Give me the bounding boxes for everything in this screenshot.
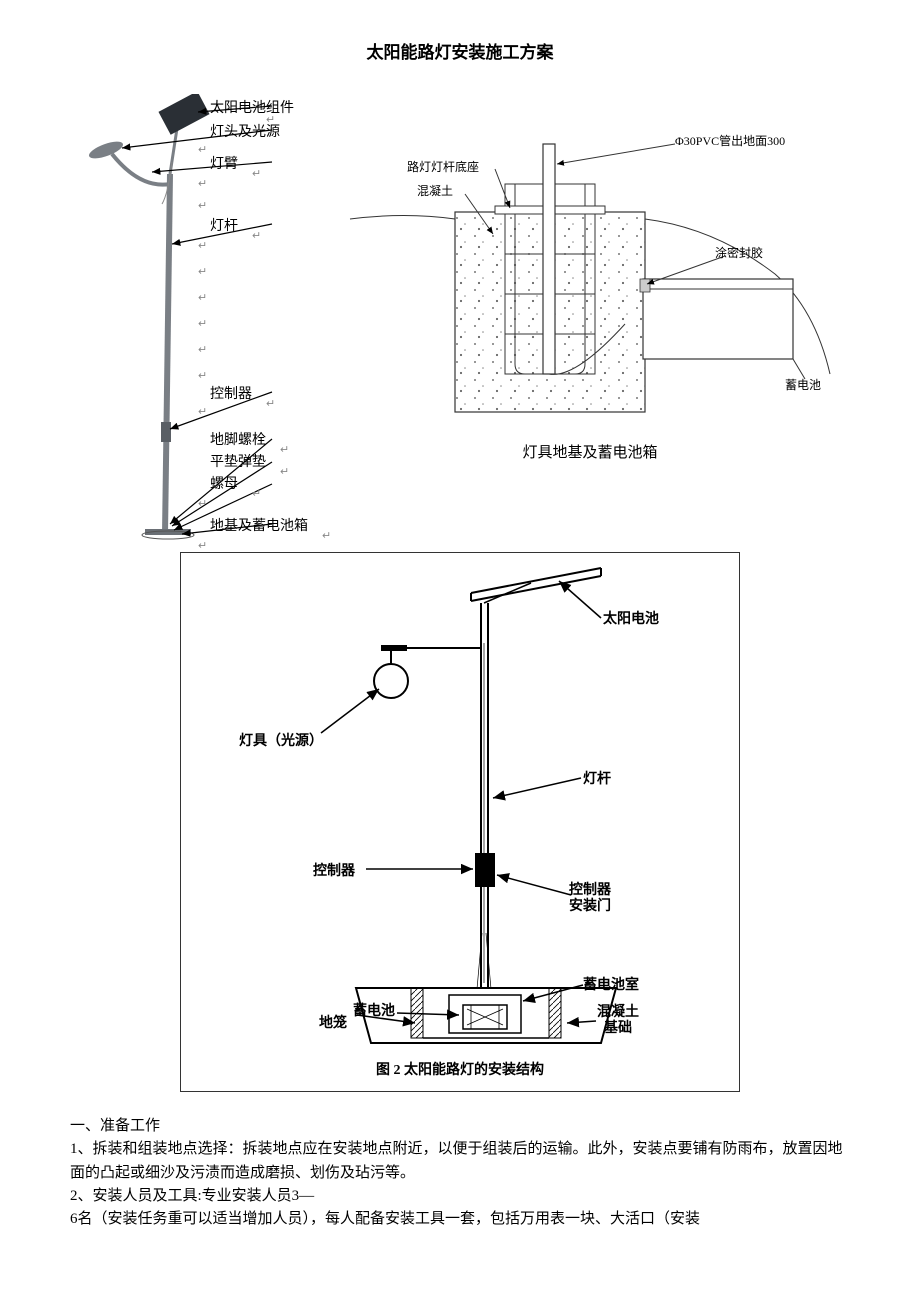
label-battery: 蓄电池 xyxy=(785,376,821,394)
label3-ground-cage: 地笼 xyxy=(319,1013,347,1034)
page-title: 太阳能路灯安装施工方案 xyxy=(70,40,850,66)
label-sealant: 涂密封胶 xyxy=(715,244,763,262)
section-heading-1: 一、准备工作 xyxy=(70,1115,850,1138)
label-concrete: 混凝土 xyxy=(417,182,453,200)
label3-controller: 控制器 xyxy=(313,861,355,882)
label-pole-base: 路灯灯杆底座 xyxy=(407,158,479,176)
label-washer: 平垫弹垫 xyxy=(210,452,266,473)
figure-foundation: Φ30PVC管出地面300 路灯灯杆底座 混凝土 涂密封胶 蓄电池 灯具地基及蓄… xyxy=(345,124,835,464)
label3-controller-door: 控制器安装门 xyxy=(569,883,611,917)
label-solar-panel: 太阳电池组件 xyxy=(210,98,294,119)
label-pvc-pipe: Φ30PVC管出地面300 xyxy=(675,132,785,150)
paragraph-1: 1、拆装和组装地点选择：拆装地点应在安装地点附近，以便于组装后的运输。此外，安装… xyxy=(70,1138,850,1185)
paragraph-2: 2、安装人员及工具:专业安装人员3— xyxy=(70,1185,850,1208)
figure-install-caption: 图 2 太阳能路灯的安装结构 xyxy=(181,1060,739,1081)
figure-lamp-parts: 太阳电池组件 灯头及光源 灯臂 灯杆 控制器 地脚螺栓 平垫弹垫 螺母 地基及蓄… xyxy=(70,94,335,544)
figure-foundation-caption: 灯具地基及蓄电池箱 xyxy=(345,442,835,465)
label3-solar-cell: 太阳电池 xyxy=(603,609,659,630)
label-foundation: 地基及蓄电池箱 xyxy=(210,516,308,537)
label3-battery: 蓄电池 xyxy=(353,1001,395,1022)
label3-battery-room: 蓄电池室 xyxy=(583,975,639,996)
label-pole: 灯杆 xyxy=(210,216,238,237)
label-controller: 控制器 xyxy=(210,384,252,405)
label-nut: 螺母 xyxy=(210,474,238,495)
figure-install-wrap: 太阳电池 灯具（光源） 灯杆 控制器 控制器安装门 蓄电池室 混凝土基础 蓄电池… xyxy=(70,552,850,1100)
figure-install-structure: 太阳电池 灯具（光源） 灯杆 控制器 控制器安装门 蓄电池室 混凝土基础 蓄电池… xyxy=(180,552,740,1092)
label3-concrete-base: 混凝土基础 xyxy=(597,1005,639,1039)
figures-top-row: 太阳电池组件 灯头及光源 灯臂 灯杆 控制器 地脚螺栓 平垫弹垫 螺母 地基及蓄… xyxy=(70,94,850,544)
body-text: 一、准备工作 1、拆装和组装地点选择：拆装地点应在安装地点附近，以便于组装后的运… xyxy=(70,1115,850,1231)
paragraph-3: 6名（安装任务重可以适当增加人员），每人配备安装工具一套，包括万用表一块、大活口… xyxy=(70,1208,850,1231)
label-anchor-bolt: 地脚螺栓 xyxy=(210,430,266,451)
label3-lamp: 灯具（光源） xyxy=(239,731,323,752)
label3-pole: 灯杆 xyxy=(583,769,611,790)
label-arm: 灯臂 xyxy=(210,154,238,175)
